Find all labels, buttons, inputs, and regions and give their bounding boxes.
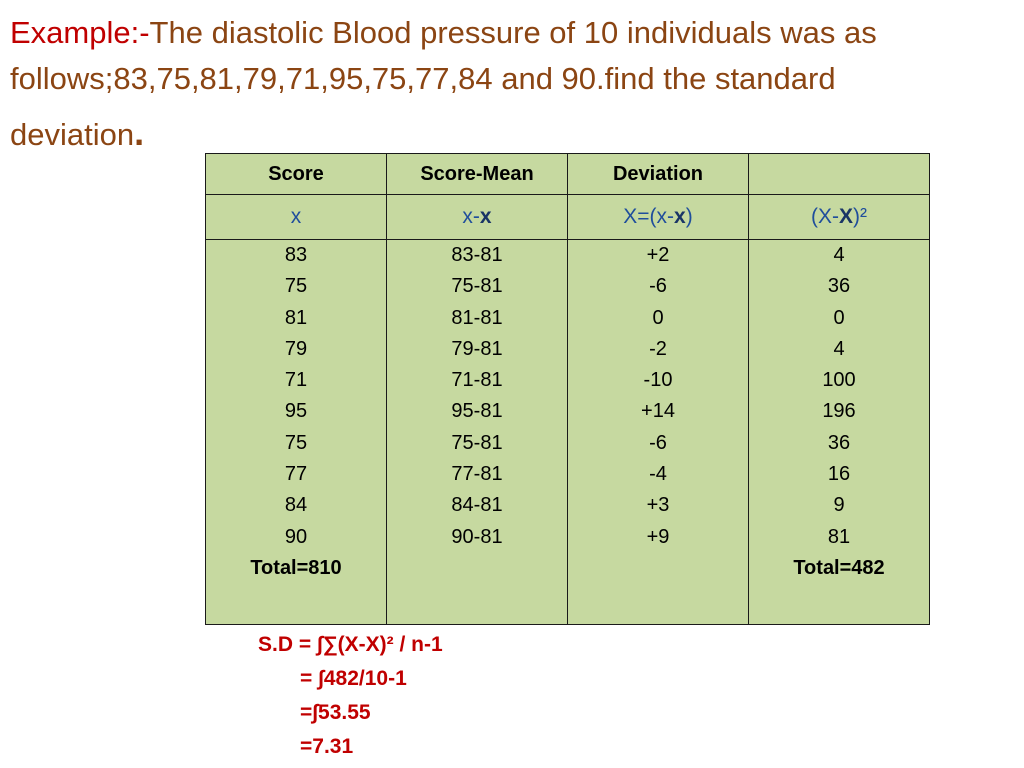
deviation-value: -2 xyxy=(649,337,667,360)
column-squared: 4 36 0 4 100 196 36 16 9 81 Total=482 xyxy=(748,239,930,625)
score-minus-mean-value: 77-81 xyxy=(451,463,503,486)
sd-formula: S.D = ∫∑(X-X)² / n-1 = ∫482/10-1 =∫53.55… xyxy=(258,628,443,764)
title-line-1: The diastolic Blood pressure of 10 indiv… xyxy=(149,15,877,50)
header-score: Score xyxy=(205,153,387,195)
deviation-value: 0 xyxy=(652,306,664,329)
title-line-3-end: . xyxy=(134,112,145,153)
score-value: 81 xyxy=(284,306,308,329)
title-line-2: follows;83,75,81,79,71,95,75,77,84 and 9… xyxy=(10,61,836,96)
title-lead: Example:- xyxy=(10,15,150,50)
score-value: 79 xyxy=(284,337,308,360)
symbol-x-minus-mean: x-x xyxy=(386,194,568,240)
score-value: 77 xyxy=(284,463,308,486)
deviation-value: -6 xyxy=(649,431,667,454)
total-squared: Total=482 xyxy=(793,556,885,579)
score-minus-mean-value: 90-81 xyxy=(451,525,503,548)
squared-value: 16 xyxy=(827,463,851,486)
deviation-value: +2 xyxy=(646,244,670,266)
score-value: 75 xyxy=(284,431,308,454)
symbol-squared: (X-X)² xyxy=(748,194,930,240)
score-minus-mean-value: 75-81 xyxy=(451,275,503,298)
table-body-row: 83 75 81 79 71 95 75 77 84 90 Total=810 … xyxy=(205,239,930,625)
deviation-table: Score Score-Mean Deviation x x-x X=(x-x)… xyxy=(205,153,930,625)
symbol-deviation: X=(x-x) xyxy=(567,194,749,240)
formula-line-1: S.D = ∫∑(X-X)² / n-1 xyxy=(258,633,443,656)
formula-line-3: =∫53.55 xyxy=(300,701,371,724)
squared-value: 81 xyxy=(827,525,851,548)
deviation-value: +3 xyxy=(646,494,670,517)
squared-value: 4 xyxy=(833,244,845,266)
formula-line-2: = ∫482/10-1 xyxy=(300,667,407,690)
squared-value: 100 xyxy=(822,369,856,392)
score-minus-mean-value: 81-81 xyxy=(451,306,503,329)
table-symbol-row: x x-x X=(x-x) (X-X)² xyxy=(205,194,930,240)
deviation-value: -10 xyxy=(643,369,673,392)
score-minus-mean-value: 84-81 xyxy=(451,494,503,517)
score-minus-mean-value: 71-81 xyxy=(451,369,503,392)
deviation-value: +9 xyxy=(646,525,670,548)
score-minus-mean-value: 95-81 xyxy=(451,400,503,423)
score-value: 90 xyxy=(284,525,308,548)
score-minus-mean-value: 83-81 xyxy=(451,244,503,266)
squared-value: 4 xyxy=(833,337,845,360)
score-value: 75 xyxy=(284,275,308,298)
score-value: 71 xyxy=(284,369,308,392)
score-minus-mean-value: 75-81 xyxy=(451,431,503,454)
symbol-x: x xyxy=(205,194,387,240)
score-value: 95 xyxy=(284,400,308,423)
column-deviations: +2 -6 0 -2 -10 +14 -6 -4 +3 +9 xyxy=(567,239,749,625)
column-score-minus-mean: 83-81 75-81 81-81 79-81 71-81 95-81 75-8… xyxy=(386,239,568,625)
header-score-mean: Score-Mean xyxy=(386,153,568,195)
score-minus-mean-value: 79-81 xyxy=(451,337,503,360)
squared-value: 0 xyxy=(833,306,845,329)
squared-value: 36 xyxy=(827,431,851,454)
deviation-value: -6 xyxy=(649,275,667,298)
slide-title: Example:-The diastolic Blood pressure of… xyxy=(10,10,1015,158)
header-deviation: Deviation xyxy=(567,153,749,195)
header-squared xyxy=(748,153,930,195)
table-header-row: Score Score-Mean Deviation xyxy=(205,153,930,195)
formula-line-4: =7.31 xyxy=(300,735,354,758)
deviation-value: +14 xyxy=(641,400,675,423)
squared-value: 36 xyxy=(827,275,851,298)
score-value: 84 xyxy=(284,494,308,517)
deviation-value: -4 xyxy=(649,463,667,486)
score-value: 83 xyxy=(284,244,308,266)
total-score: Total=810 xyxy=(250,556,342,579)
squared-value: 196 xyxy=(822,400,856,423)
squared-value: 9 xyxy=(833,494,845,517)
title-line-3: deviation xyxy=(10,117,135,152)
column-scores: 83 75 81 79 71 95 75 77 84 90 Total=810 xyxy=(205,239,387,625)
